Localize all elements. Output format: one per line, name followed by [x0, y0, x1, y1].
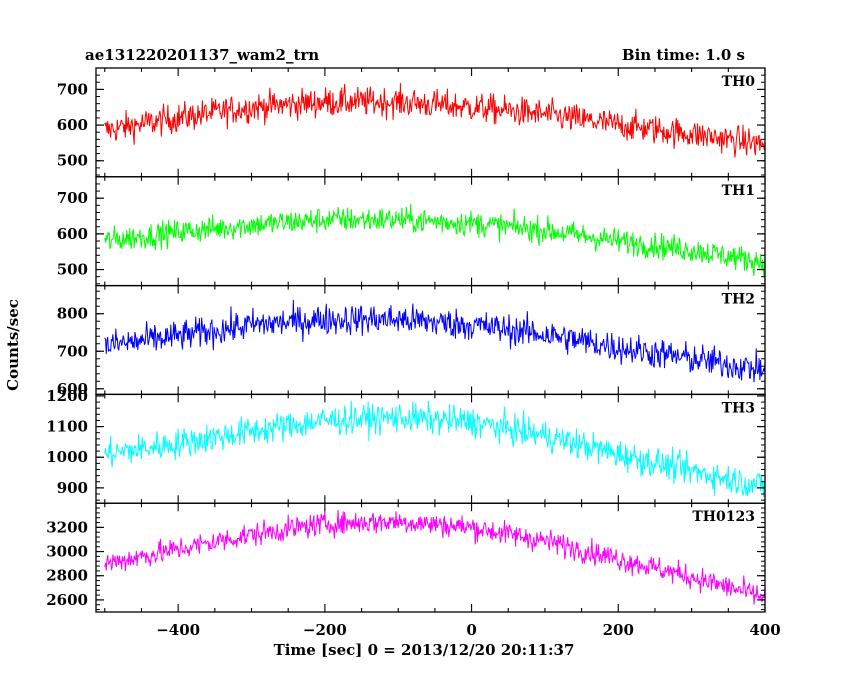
y-tick-label: 600	[57, 380, 88, 398]
panel-th0123: 2600 2800 3000 3200 TH0123	[46, 502, 766, 613]
panel-label-th0: TH0	[722, 74, 756, 90]
y-tick-label: 900	[57, 479, 88, 497]
x-tick-label: 0	[466, 621, 476, 639]
panel-th3: 900 1000 1100 1200 TH3	[46, 387, 766, 504]
y-tick-label: 1000	[46, 448, 88, 466]
series-line-th0123	[104, 509, 765, 605]
panel-label-th2: TH2	[722, 292, 755, 308]
panel-label-th0123: TH0123	[692, 509, 755, 525]
y-tick-label: 2800	[46, 567, 88, 585]
panel-th0: 500 600 700 TH0	[57, 67, 766, 178]
series-line-th1	[104, 203, 765, 279]
series-line-th3	[104, 400, 765, 497]
y-tick-label: 1100	[46, 418, 88, 436]
panels-group: 500 600 700 TH0 500 600 700 TH1 600 700 800 TH2 900 1…	[46, 67, 766, 613]
x-axis: −400 −200 0 200 400	[156, 621, 780, 639]
y-tick-label: 700	[57, 80, 88, 98]
panel-th2: 600 700 800 TH2	[57, 284, 766, 398]
panel-frame	[95, 393, 766, 504]
panel-th1: 500 600 700 TH1	[57, 176, 766, 287]
y-tick-label: 700	[57, 189, 88, 207]
series-line-th2	[104, 299, 765, 383]
panel-label-th1: TH1	[722, 183, 755, 199]
y-tick-label: 700	[57, 342, 88, 360]
y-tick-label: 500	[57, 261, 88, 279]
y-tick-label: 500	[57, 152, 88, 170]
panel-frame	[95, 502, 766, 613]
x-tick-label: −200	[303, 621, 347, 639]
y-tick-label: 2600	[46, 591, 88, 609]
y-axis-label: Counts/sec	[4, 299, 22, 391]
series-line-th0	[104, 83, 765, 158]
x-tick-label: −400	[156, 621, 200, 639]
y-tick-label: 3200	[46, 518, 88, 536]
y-tick-label: 3000	[46, 543, 88, 561]
y-tick-label: 600	[57, 225, 88, 243]
x-tick-label: 400	[749, 621, 780, 639]
y-tick-label: 600	[57, 116, 88, 134]
x-axis-label: Time [sec] 0 = 2013/12/20 20:11:37	[274, 641, 575, 659]
plot-title: ae131220201137_wam2_trn	[85, 46, 319, 64]
bin-time-label: Bin time: 1.0 s	[622, 46, 745, 64]
panel-frame	[95, 67, 766, 178]
y-tick-label: 1200	[46, 387, 88, 405]
panel-label-th3: TH3	[722, 400, 755, 416]
panel-frame	[95, 284, 766, 396]
y-tick-label: 800	[57, 305, 88, 323]
x-tick-label: 200	[603, 621, 634, 639]
